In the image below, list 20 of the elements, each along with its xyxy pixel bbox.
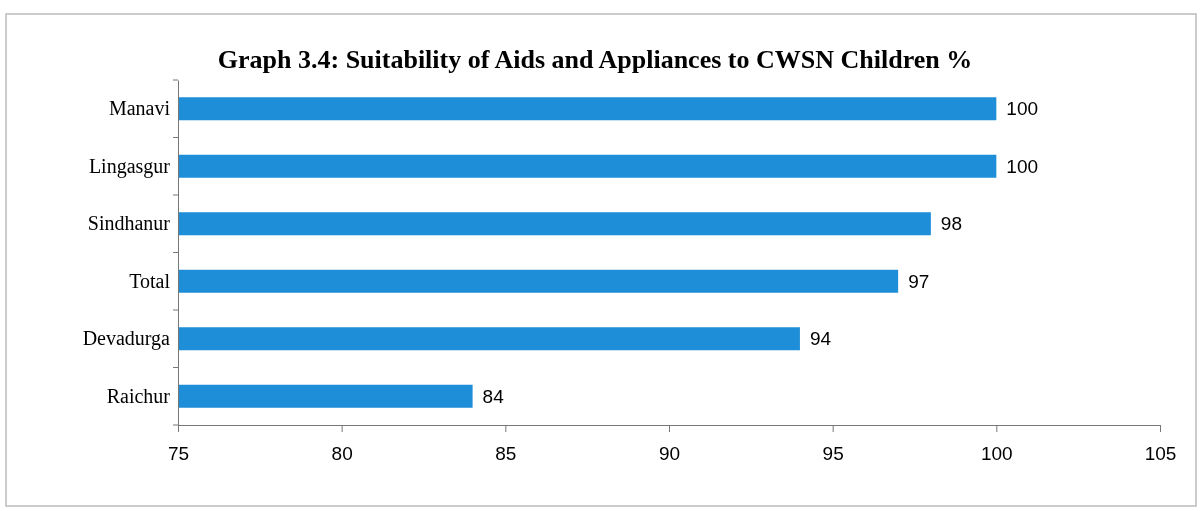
x-tick-label: 75 <box>167 442 190 464</box>
chart-title: Graph 3.4: Suitability of Aids and Appliances to CWSN Children % <box>217 45 973 74</box>
x-tick-label: 80 <box>331 442 353 464</box>
y-tick-label: Total <box>129 269 171 292</box>
data-label: 97 <box>908 270 930 292</box>
data-label: 98 <box>940 213 963 235</box>
data-label: 100 <box>1006 98 1039 120</box>
data-label: 84 <box>482 385 505 407</box>
data-label: 100 <box>1006 155 1039 177</box>
x-tick-label: 100 <box>980 442 1013 464</box>
y-tick-label: Devadurga <box>82 327 171 351</box>
y-tick-label: Manavi <box>108 97 171 120</box>
y-tick-label: Lingasgur <box>88 154 171 178</box>
x-tick-label: 95 <box>822 442 844 464</box>
x-tick-label: 90 <box>658 442 681 464</box>
y-tick-label: Raichur <box>106 384 171 407</box>
x-tick-label: 105 <box>1144 442 1177 464</box>
x-tick-label: 85 <box>495 442 517 464</box>
data-label: 94 <box>809 328 832 350</box>
y-tick-label: Sindhanur <box>87 212 171 235</box>
